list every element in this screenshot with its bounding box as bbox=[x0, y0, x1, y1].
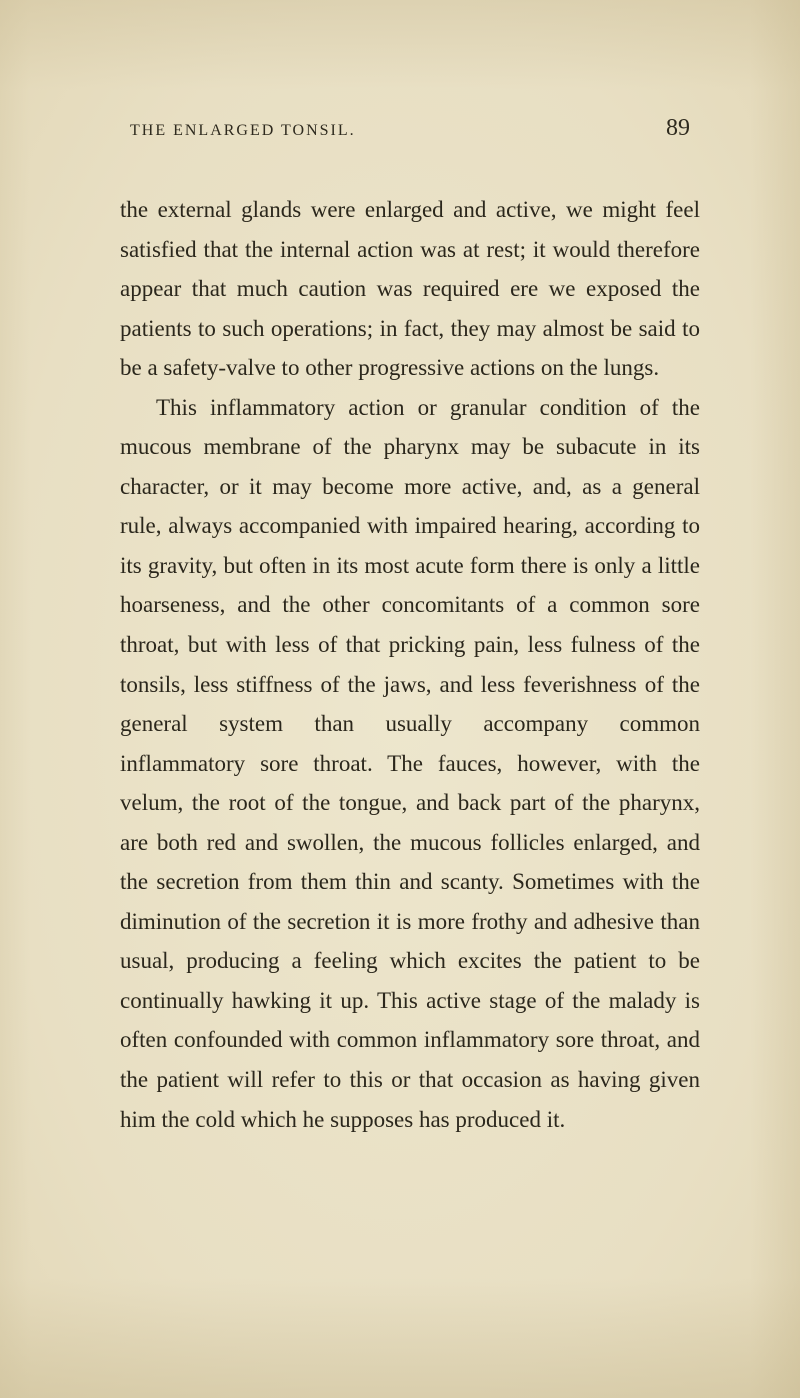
body-text: the external glands were enlarged and ac… bbox=[120, 190, 700, 1139]
page-number: 89 bbox=[666, 115, 690, 142]
paragraph-2: This inflammatory action or granular con… bbox=[120, 388, 700, 1139]
running-title: THE ENLARGED TONSIL. bbox=[130, 122, 356, 140]
book-page: THE ENLARGED TONSIL. 89 the external gla… bbox=[0, 0, 800, 1398]
paragraph-1: the external glands were enlarged and ac… bbox=[120, 190, 700, 388]
page-header: THE ENLARGED TONSIL. 89 bbox=[120, 115, 700, 142]
